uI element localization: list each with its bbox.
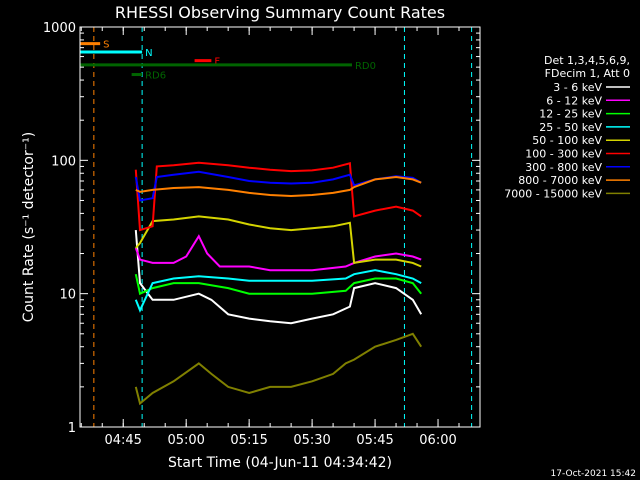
y-tick-label: 100 — [51, 154, 76, 169]
series-line — [135, 175, 422, 198]
x-tick-label: 06:00 — [419, 433, 456, 448]
legend-label: 50 - 100 keV — [532, 134, 602, 147]
legend: Det 1,3,4,5,6,9,FDecim 1, Att 03 - 6 keV… — [504, 54, 630, 200]
x-tick-label: 05:00 — [167, 433, 204, 448]
legend-label: 6 - 12 keV — [546, 94, 602, 107]
series-line — [134, 332, 423, 406]
legend-label: 100 - 300 keV — [525, 148, 602, 161]
annotation-label: F — [214, 57, 220, 68]
legend-label: 300 - 800 keV — [525, 161, 602, 174]
plot-area: S N F RD0 RD6 — [80, 27, 473, 427]
legend-label: 7000 - 15000 keV — [504, 187, 602, 200]
x-tick-label: 05:15 — [230, 433, 267, 448]
series-line — [134, 273, 422, 296]
x-tick-label: 04:45 — [104, 433, 141, 448]
plot-frame — [79, 26, 481, 428]
annotation-label: N — [145, 48, 152, 59]
legend-label: 800 - 7000 keV — [518, 174, 602, 187]
legend-label: 12 - 25 keV — [539, 108, 602, 121]
chart-title: RHESSI Observing Summary Count Rates — [115, 3, 445, 22]
annotation-label: RD0 — [355, 61, 376, 72]
footer-date: 17-Oct-2021 15:42 — [551, 469, 636, 479]
annotation-label: S — [103, 40, 109, 51]
x-axis-label: Start Time (04-Jun-11 04:34:42) — [168, 455, 392, 471]
y-tick-label: 1000 — [43, 21, 76, 36]
series-line — [134, 269, 422, 313]
y-axis: 1 10 100 1000 — [43, 21, 480, 436]
y-tick-label: 1 — [68, 421, 76, 436]
series-line — [135, 215, 422, 268]
legend-header: Det 1,3,4,5,6,9, — [544, 54, 630, 67]
legend-label: 25 - 50 keV — [539, 121, 602, 134]
y-tick-label: 10 — [59, 288, 76, 303]
legend-label: 3 - 6 keV — [553, 81, 602, 94]
legend-header: FDecim 1, Att 0 — [545, 67, 630, 80]
x-tick-label: 05:45 — [356, 433, 393, 448]
x-tick-label: 05:30 — [293, 433, 330, 448]
annotation-label: RD6 — [145, 71, 166, 82]
y-axis-label: Count Rate (s⁻¹ detector⁻¹) — [21, 132, 37, 322]
series-line — [134, 234, 422, 272]
series-line — [134, 230, 423, 325]
x-axis: 04:45 05:00 05:15 05:30 05:45 06:00 — [80, 27, 460, 448]
